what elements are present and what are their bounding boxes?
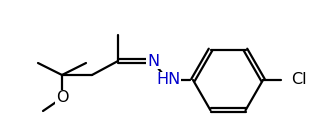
- Text: N: N: [147, 53, 159, 69]
- Text: O: O: [56, 90, 68, 106]
- Text: HN: HN: [156, 72, 180, 87]
- Text: Cl: Cl: [291, 72, 307, 87]
